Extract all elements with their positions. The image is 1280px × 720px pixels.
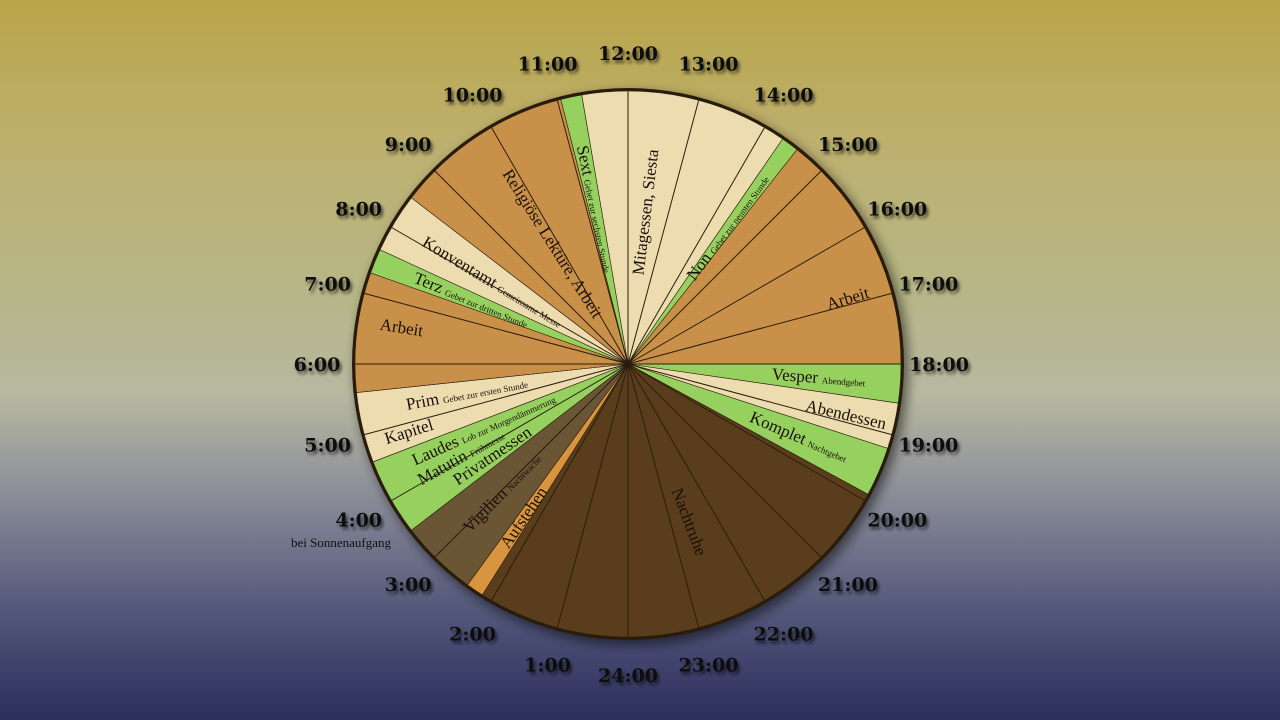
- segment-work: [354, 272, 629, 393]
- hour-line: [491, 363, 629, 601]
- hour-label: 7:00: [304, 274, 351, 296]
- clock-disk: [352, 88, 904, 640]
- hour-label: 17:00: [898, 274, 958, 296]
- segment-light: [581, 90, 784, 365]
- hour-label: 23:00: [679, 654, 739, 676]
- hour-line: [556, 363, 629, 628]
- hour-label: 12:00: [598, 43, 658, 65]
- hour-label: 6:00: [294, 354, 341, 376]
- hour-label-group: 24:00 1:00 2:00 3:00 4:00 5:00 6:00 7:00 8:00 9:0…: [294, 43, 969, 687]
- hour-line: [434, 170, 629, 365]
- hour-line: [627, 363, 700, 628]
- hour-line-group: [355, 91, 901, 637]
- hour-label: 4:00: [335, 510, 382, 532]
- hour-line: [364, 292, 629, 365]
- hour-label: 1:00: [524, 654, 571, 676]
- hour-line: [627, 100, 700, 365]
- hour-line: [627, 363, 892, 436]
- hour-label: 3:00: [385, 574, 432, 596]
- clock-center: [625, 361, 631, 367]
- hour-label: 20:00: [867, 510, 927, 532]
- hour-line: [627, 363, 822, 558]
- hour-label: 21:00: [818, 574, 878, 596]
- hour-line: [391, 363, 629, 501]
- hour-label: 10:00: [443, 85, 503, 107]
- hour-line: [627, 363, 765, 601]
- hour-label: 22:00: [754, 623, 814, 645]
- segment-group: [354, 90, 902, 638]
- hour-line: [627, 292, 892, 365]
- hour-label: 13:00: [679, 54, 739, 76]
- hour-label: 19:00: [898, 435, 958, 457]
- hour-line: [556, 100, 629, 365]
- hour-line: [627, 363, 865, 501]
- hour-label: 5:00: [304, 435, 351, 457]
- segment-work: [627, 149, 902, 365]
- hour-line: [364, 363, 629, 436]
- hour-line: [434, 363, 629, 558]
- hour-label: 14:00: [754, 85, 814, 107]
- segment-night: [627, 363, 869, 638]
- hour-label: 11:00: [518, 54, 578, 76]
- hour-line: [491, 127, 629, 365]
- hour-label: 18:00: [909, 354, 969, 376]
- hour-label: 16:00: [867, 199, 927, 221]
- segment-night: [481, 362, 629, 638]
- hour-line: [627, 127, 765, 365]
- hour-label: 24:00: [598, 665, 658, 687]
- hour-label: 2:00: [449, 623, 496, 645]
- hour-label: 9:00: [385, 134, 432, 156]
- hour-line: [627, 227, 865, 365]
- hour-label: 8:00: [335, 199, 382, 221]
- segment-label-sub: Abendgebet: [821, 375, 866, 388]
- hour-label: 15:00: [818, 134, 878, 156]
- hour-line: [391, 227, 629, 365]
- sunrise-note: bei Sonnenaufgang: [291, 535, 392, 550]
- segment-work: [410, 99, 629, 365]
- hour-line: [627, 170, 822, 365]
